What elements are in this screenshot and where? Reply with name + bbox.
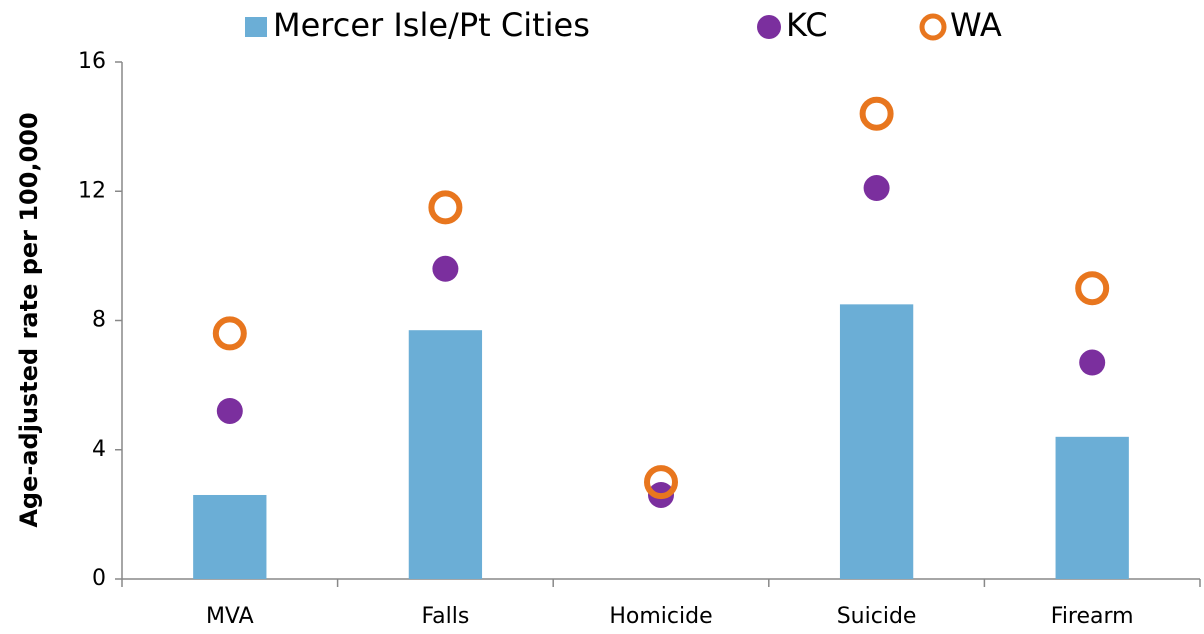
legend-label: KC — [786, 6, 828, 44]
ring — [859, 96, 894, 131]
dot — [863, 175, 890, 202]
dot — [1079, 349, 1106, 376]
bar — [193, 494, 267, 579]
y-tick-label: 0 — [92, 566, 106, 591]
y-tick-label: 12 — [78, 178, 106, 203]
dot — [432, 255, 459, 282]
dot — [216, 397, 243, 424]
ring — [212, 316, 247, 351]
legend-swatch — [245, 17, 267, 37]
bar — [1055, 436, 1129, 579]
ring — [1075, 271, 1110, 306]
x-tick-label: Suicide — [837, 604, 917, 629]
x-tick-label: MVA — [206, 604, 254, 629]
y-tick-label: 4 — [92, 437, 106, 462]
y-axis-label: Age-adjusted rate per 100,000 — [15, 112, 43, 527]
x-tick-label: Falls — [421, 604, 469, 629]
legend-swatch — [757, 15, 781, 39]
ring — [644, 465, 678, 500]
legend-label: WA — [950, 6, 1002, 44]
bar — [408, 330, 483, 579]
y-tick-label: 8 — [92, 308, 106, 333]
bar — [839, 304, 914, 579]
x-tick-label: Firearm — [1051, 604, 1134, 629]
ring — [428, 190, 463, 225]
legend-swatch — [919, 13, 947, 41]
x-tick-label: Homicide — [609, 604, 712, 629]
y-tick-label: 16 — [78, 49, 106, 74]
legend-label: Mercer Isle/Pt Cities — [273, 6, 590, 44]
